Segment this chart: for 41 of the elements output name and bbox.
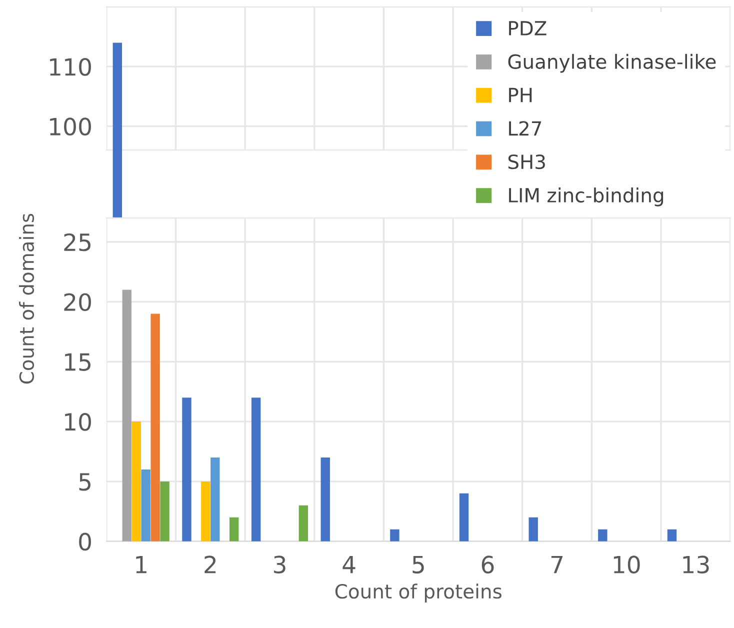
x-tick-label: 6 [482,556,494,574]
y-axis-title: Count of domains [18,214,34,384]
legend-label: L27 [509,121,542,136]
y-tick-label: 15 [65,353,90,371]
y-tick-label: 0 [79,532,91,551]
y-tick-label: 100 [50,118,91,136]
bar [251,398,261,542]
bar [160,481,170,542]
bar [210,457,220,542]
x-tick-label: 13 [683,556,709,574]
y-tick-label: 5 [79,473,90,491]
legend-label: Guanylate kinase-like [508,54,716,73]
legend-label: PDZ [509,21,546,36]
bar [201,481,210,542]
x-tick-label: 5 [412,556,424,574]
x-axis-title: Count of proteins [335,584,502,602]
bar [150,314,160,542]
legend-label: LIM zinc-binding [509,188,664,206]
x-tick-label: 2 [204,556,216,574]
bar [528,517,538,542]
bar [230,517,239,542]
y-tick-label: 20 [64,293,91,312]
x-tick-label: 1 [136,556,146,574]
bar [132,422,141,542]
y-tick-label: 110 [50,58,91,76]
x-tick-label: 4 [342,556,356,574]
y-tick-label: 25 [64,233,90,252]
bar [598,529,608,542]
x-tick-label: 7 [551,556,563,574]
x-tick-label: 10 [614,556,640,574]
y-tick-label: 10 [65,412,91,431]
bar [667,529,677,542]
bar [182,398,192,542]
legend-label: SH3 [508,154,545,170]
bar [141,469,150,542]
bar [459,493,469,542]
bar [390,529,400,542]
legend-label: PH [509,88,532,102]
x-tick-label: 3 [274,556,286,574]
bar [320,457,330,542]
bar [298,505,308,542]
